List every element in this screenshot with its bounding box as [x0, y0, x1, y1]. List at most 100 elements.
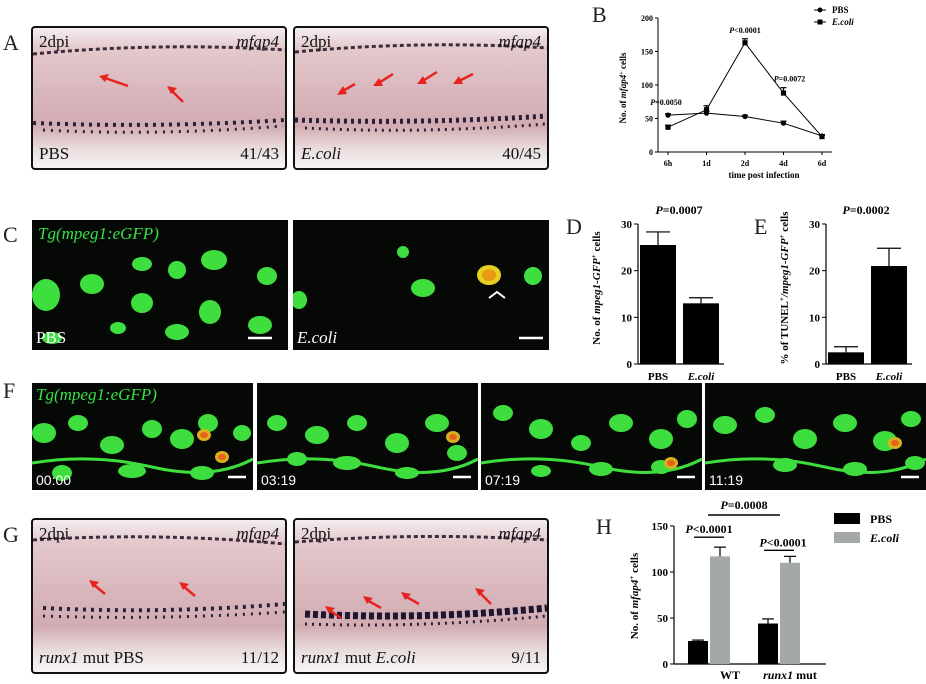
- data-point: [665, 124, 671, 130]
- timelapse-frame: 07:19: [481, 383, 702, 490]
- p-value-4d: P=0.0072: [774, 75, 805, 84]
- y-tick-label: 30: [809, 219, 821, 231]
- x-tick-label: 1d: [702, 159, 711, 168]
- condition-label: runx1 mut PBS: [39, 648, 144, 667]
- legend: PBS E.coli: [834, 512, 900, 545]
- ish-texture-g-left: [33, 535, 285, 619]
- ish-image-pbs: 2dpi mfap4 PBS 41/43: [31, 26, 287, 170]
- time-label: 2dpi: [39, 32, 70, 51]
- ratio-label: 40/45: [502, 144, 541, 163]
- y-tick-label: 150: [652, 521, 669, 533]
- gfp-cells-f: [32, 414, 253, 481]
- y-tick-label: 30: [621, 219, 633, 231]
- data-point: [742, 113, 748, 120]
- panel-label-h: H: [596, 514, 612, 539]
- legend-ecoli: E.coli: [869, 531, 900, 545]
- data-point: [742, 40, 748, 46]
- ish-texture-a-left: [33, 45, 285, 134]
- condition-label: PBS: [39, 144, 70, 163]
- bar-1-0: [758, 623, 778, 664]
- ish-image-runx1-ecoli: 2dpi mfap4 runx1 mut E.coli 9/11: [293, 518, 549, 674]
- panel-label-e: E: [754, 214, 768, 239]
- data-point: [665, 112, 671, 118]
- ratio-label: 41/43: [240, 144, 279, 163]
- gfp-cells-f: [257, 414, 478, 479]
- ratio-label: 11/12: [240, 648, 279, 667]
- legend-pbs: PBS: [870, 512, 892, 526]
- y-tick-label: 100: [641, 81, 653, 90]
- bar-0-0: [688, 641, 708, 664]
- y-tick-label: 20: [809, 266, 821, 278]
- y-axis-label: No. of mpeg1-GFP+ cells: [590, 231, 603, 345]
- data-point: [703, 107, 710, 113]
- series-line: [667, 41, 823, 137]
- ish-texture-g-right: [295, 534, 547, 627]
- timestamp: 03:19: [261, 472, 297, 488]
- timelapse-frame: 11:19: [705, 383, 926, 490]
- ish-image-runx1-pbs: 2dpi mfap4 runx1 mut PBS 11/12: [31, 518, 287, 674]
- legend-ecoli: E.coli: [831, 17, 854, 27]
- panel-label-f: F: [3, 378, 16, 403]
- gfp-cells-f: [481, 405, 702, 479]
- transgene-label: Tg(mpeg1:eGFP): [36, 385, 157, 404]
- data-point: [819, 133, 825, 140]
- y-tick-label: 100: [652, 567, 669, 579]
- p-value-wt-vs-mut: P=0.0008: [720, 498, 767, 512]
- time-label: 2dpi: [301, 524, 332, 543]
- condition-label: E.coli: [297, 328, 338, 347]
- condition-label: runx1 mut E.coli: [301, 648, 416, 667]
- x-tick-label: 2d: [741, 159, 750, 168]
- gfp-cells-f: [705, 407, 926, 479]
- series-1: [665, 38, 825, 140]
- panel-label-b: B: [592, 2, 607, 27]
- gfp-cells-c-left: [32, 250, 277, 344]
- y-tick-label: 0: [627, 359, 633, 371]
- x-tick-label: 6d: [818, 159, 827, 168]
- transgene-label: Tg(mpeg1:eGFP): [38, 224, 159, 243]
- legend: PBS E.coli: [814, 5, 854, 27]
- legend-swatch-ecoli: [834, 532, 860, 543]
- legend-swatch-pbs: [834, 513, 860, 524]
- bar-chart-d: No. of mpeg1-GFP+ cells P=0.0007 0 10 20 30…: [590, 203, 724, 380]
- group-label-wt: WT: [720, 668, 740, 682]
- panel-label-a: A: [3, 30, 19, 55]
- p-value-wt: P<0.0001: [685, 522, 732, 536]
- legend-marker-pbs: [817, 7, 823, 13]
- timestamp: 11:19: [709, 472, 743, 488]
- p-value-mut: P<0.0001: [759, 535, 806, 549]
- panel-label-c: C: [3, 222, 18, 247]
- time-label: 2dpi: [301, 32, 332, 51]
- gfp-cells-c-right: [293, 246, 543, 340]
- bar-0: [640, 245, 676, 364]
- bar-0-1: [710, 556, 730, 664]
- condition-label: E.coli: [301, 144, 342, 163]
- x-axis-label: time post infection: [729, 170, 800, 180]
- y-tick-label: 0: [649, 148, 653, 157]
- y-tick-label: 50: [657, 613, 669, 625]
- y-tick-label: 0: [815, 359, 821, 371]
- condition-label: PBS: [36, 328, 67, 347]
- bar-0: [828, 352, 864, 364]
- gene-label: mfap4: [236, 32, 280, 51]
- panel-label-d: D: [566, 214, 582, 239]
- fluorescence-image-pbs: Tg(mpeg1:eGFP) PBS: [32, 220, 288, 350]
- bar-chart-h: No. of mfap4+ cells PBS E.coli WT runx1 …: [628, 498, 900, 682]
- y-tick-label: 50: [645, 115, 653, 124]
- y-axis-label: No. of mfap4+ cells: [628, 552, 641, 639]
- x-tick-label: 4d: [779, 159, 788, 168]
- y-axis-label: No. of mfap4+ cells: [618, 52, 628, 123]
- ratio-label: 9/11: [511, 648, 541, 667]
- time-label: 2dpi: [39, 524, 70, 543]
- series-0: [665, 110, 825, 139]
- timelapse-frame: 03:19: [257, 383, 478, 490]
- bar-1-1: [780, 562, 800, 664]
- bar-chart-e: % of TUNEL+/mpeg1-GFP+ cells P=0.0002 0 1…: [778, 203, 912, 380]
- x-tick-label: PBS: [836, 371, 856, 380]
- legend-pbs: PBS: [832, 5, 849, 15]
- data-point: [780, 90, 787, 96]
- bar-1: [683, 303, 719, 364]
- ish-image-ecoli: 2dpi mfap4 E.coli 40/45: [293, 26, 549, 170]
- group-label-runx1: runx1 mut: [763, 668, 817, 682]
- gene-label: mfap4: [236, 524, 280, 543]
- y-tick-label: 10: [809, 312, 821, 324]
